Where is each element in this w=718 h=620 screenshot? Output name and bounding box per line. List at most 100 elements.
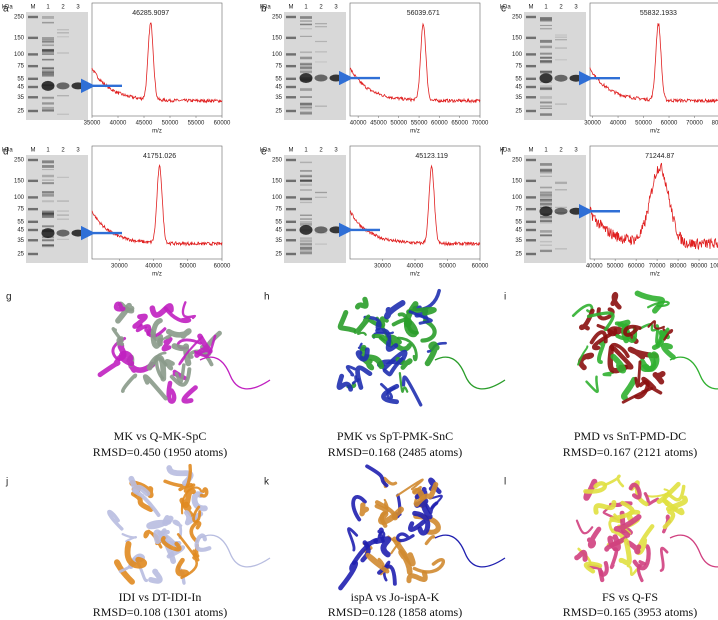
- lane-band: [42, 165, 54, 168]
- lane-band: [540, 102, 552, 104]
- lane-band: [300, 174, 312, 178]
- marker-label: 250: [512, 158, 523, 164]
- spectrum-trace: [589, 23, 718, 104]
- lane-band: [57, 36, 69, 38]
- lane-label: 1: [46, 5, 50, 11]
- ribbon: [647, 320, 665, 330]
- ribbon: [160, 535, 182, 552]
- lane-band: [540, 87, 552, 90]
- ribbon: [638, 323, 658, 332]
- x-tick-label: 30000: [584, 121, 601, 127]
- lane-band: [300, 70, 312, 73]
- marker-label: 100: [14, 52, 25, 58]
- ribbon: [116, 336, 125, 347]
- marker-label: 75: [275, 64, 282, 70]
- lane-band: [300, 175, 312, 178]
- x-tick-label: 45000: [370, 121, 387, 127]
- x-tick-label: 70000: [686, 121, 703, 127]
- ribbon: [163, 306, 192, 324]
- ribbon: [374, 500, 398, 521]
- lane-band: [540, 101, 552, 104]
- spectrum-trace: [349, 164, 481, 247]
- marker-label: 25: [275, 109, 282, 115]
- lane-band: [540, 62, 552, 64]
- ribbon: [345, 365, 357, 377]
- x-axis-label: m/z: [152, 129, 162, 135]
- x-tick-label: 60000: [628, 264, 645, 270]
- ribbon: [113, 301, 126, 312]
- lane-band: [540, 198, 552, 201]
- lane-band: [540, 249, 552, 253]
- lane-band: [540, 199, 552, 201]
- lane-band: [540, 24, 552, 27]
- ribbon: [636, 560, 647, 583]
- ladder-band: [526, 96, 536, 99]
- peak-label: 45123.119: [415, 153, 448, 160]
- marker-label: 250: [14, 15, 25, 21]
- ribbon: [365, 464, 389, 488]
- ribbon: [577, 345, 589, 366]
- spectrum-frame: [589, 145, 718, 260]
- x-tick-label: 45000: [136, 121, 153, 127]
- lane-band: [300, 218, 312, 220]
- x-tick-label: 60000: [214, 121, 231, 127]
- lane-band: [42, 96, 54, 98]
- lane-band: [42, 239, 54, 242]
- ladder-band: [28, 85, 38, 89]
- lane-band: [42, 73, 54, 77]
- lane-band: [555, 189, 567, 191]
- lane-band: [57, 29, 69, 31]
- lane-band: [300, 238, 312, 242]
- lane-band: [42, 106, 54, 109]
- lane-band: [300, 197, 312, 200]
- x-tick-label: 100000: [710, 264, 718, 270]
- ladder-band: [286, 77, 296, 81]
- lane-band: [540, 202, 552, 206]
- x-tick-label: 30000: [374, 264, 391, 270]
- x-tick-label: 90000: [691, 264, 708, 270]
- structure-title: PMD vs SnT-PMD-DC: [574, 429, 686, 443]
- target-band: [56, 82, 70, 90]
- lane-band: [42, 50, 54, 53]
- ribbon: [388, 334, 412, 352]
- marker-label: 55: [515, 219, 522, 225]
- marker-label: 55: [17, 76, 24, 82]
- ribbon: [596, 323, 618, 336]
- x-tick-label: 70000: [649, 264, 666, 270]
- ribbon: [412, 288, 441, 312]
- lane-band: [540, 175, 552, 177]
- lane-band: [300, 71, 312, 74]
- ribbon: [610, 353, 627, 374]
- ribbon: [359, 502, 370, 517]
- rmsd-label: RMSD=0.165 (3953 atoms): [563, 605, 697, 619]
- lane-band: [300, 67, 312, 70]
- marker-label: 35: [17, 95, 24, 101]
- lane-band: [42, 71, 54, 75]
- lane-band: [57, 95, 69, 97]
- ladder-band: [526, 64, 536, 68]
- ladder-band: [526, 220, 536, 224]
- marker-label: 45: [275, 228, 282, 234]
- lane-band: [540, 234, 552, 236]
- ladder-band: [286, 15, 296, 19]
- ribbon: [118, 350, 135, 367]
- ladder-band: [28, 77, 38, 81]
- lane-band: [300, 23, 312, 26]
- peak-label: 71244.87: [645, 153, 674, 160]
- target-band: [329, 226, 343, 234]
- ribbon: [171, 343, 192, 367]
- lane-band: [300, 240, 312, 243]
- lane-band: [300, 106, 312, 108]
- ribbon: [656, 481, 681, 507]
- lane-band: [540, 52, 552, 55]
- lane-band: [555, 248, 567, 250]
- marker-label: 75: [17, 64, 24, 70]
- lane-band: [540, 56, 552, 59]
- marker-label: 100: [272, 195, 283, 201]
- lane-label: 2: [319, 148, 323, 154]
- target-band: [569, 74, 583, 82]
- x-axis-label: m/z: [152, 272, 162, 278]
